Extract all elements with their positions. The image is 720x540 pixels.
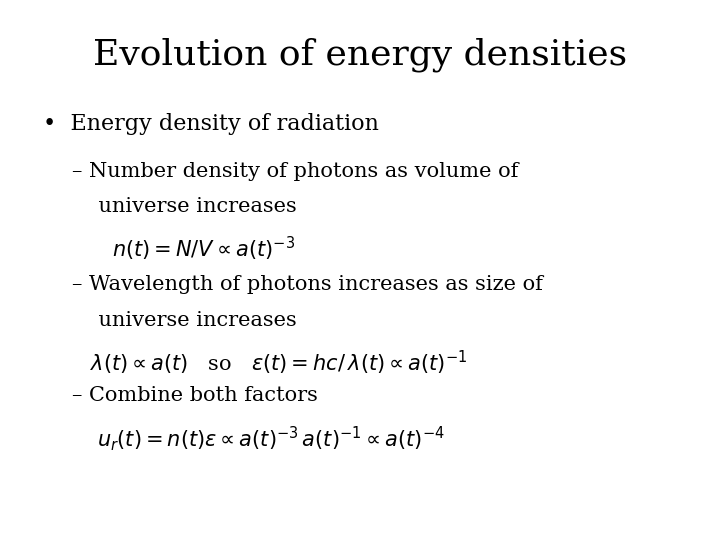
Text: $\lambda(t) \propto a(t)$   so   $\varepsilon(t) = hc/\,\lambda(t) \propto a(t)^: $\lambda(t) \propto a(t)$ so $\varepsilo… [90, 348, 467, 376]
Text: universe increases: universe increases [72, 310, 297, 329]
Text: – Combine both factors: – Combine both factors [72, 386, 318, 405]
Text: $u_r(t) = n(t)\varepsilon \propto a(t)^{-3}\,a(t)^{-1} \propto a(t)^{-4}$: $u_r(t) = n(t)\varepsilon \propto a(t)^{… [97, 424, 445, 453]
Text: $n(t) = N/V \propto a(t)^{-3}$: $n(t) = N/V \propto a(t)^{-3}$ [112, 235, 294, 263]
Text: Evolution of energy densities: Evolution of energy densities [93, 38, 627, 72]
Text: •  Energy density of radiation: • Energy density of radiation [43, 113, 379, 136]
Text: universe increases: universe increases [72, 197, 297, 216]
Text: – Number density of photons as volume of: – Number density of photons as volume of [72, 162, 518, 181]
Text: – Wavelength of photons increases as size of: – Wavelength of photons increases as siz… [72, 275, 543, 294]
